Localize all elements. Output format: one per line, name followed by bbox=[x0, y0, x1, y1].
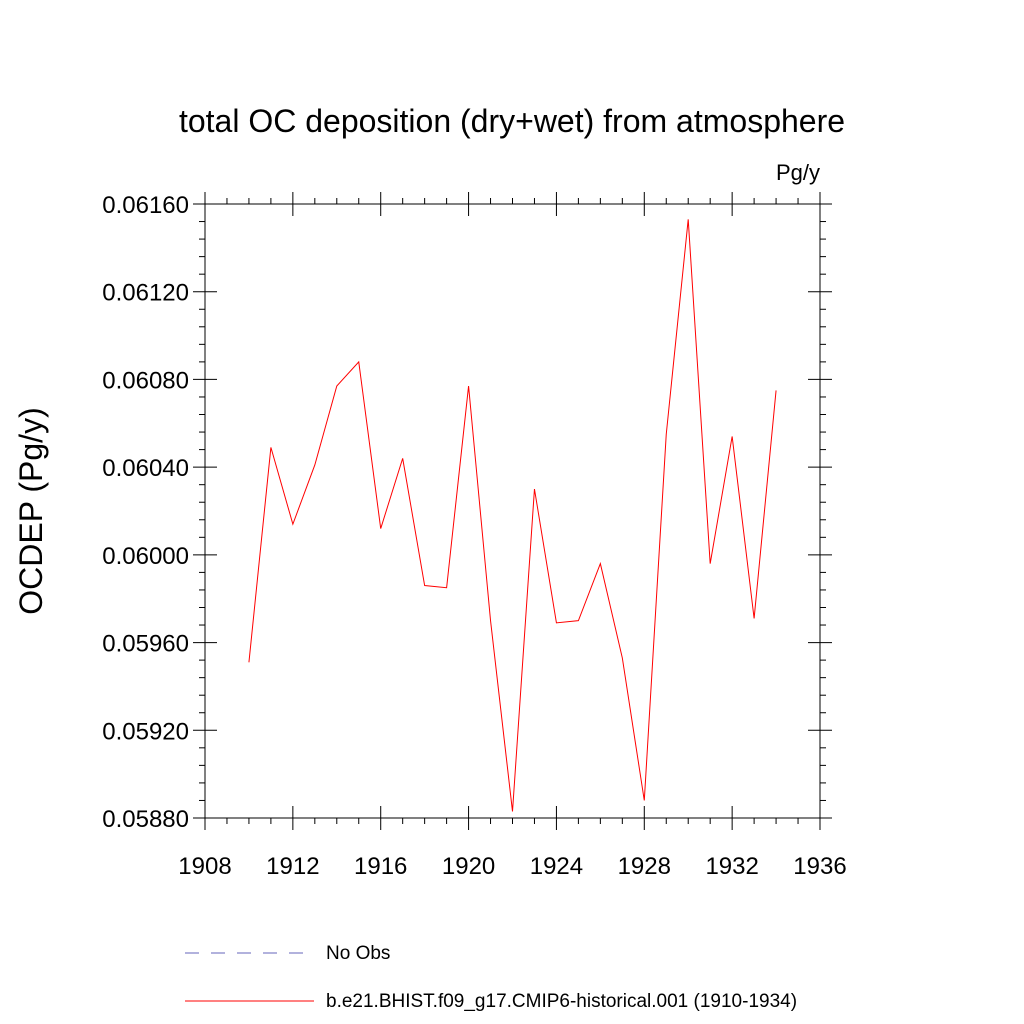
y-tick-label: 0.06080 bbox=[102, 367, 189, 394]
y-tick-label: 0.06040 bbox=[102, 455, 189, 482]
legend: No Obs b.e21.BHIST.f09_g17.CMIP6-histori… bbox=[185, 943, 797, 1012]
y-tick-label: 0.06160 bbox=[102, 192, 189, 219]
y-tick-label: 0.05880 bbox=[102, 806, 189, 833]
x-tick-label: 1908 bbox=[178, 853, 231, 880]
legend-label-no-obs: No Obs bbox=[326, 943, 390, 964]
axis-ticks: 1908 1912 1916 1920 1924 1928 1932 1936 0.05880 0… bbox=[102, 192, 847, 880]
legend-label-historical: b.e21.BHIST.f09_g17.CMIP6-historical.001… bbox=[326, 991, 797, 1012]
y-axis-label: OCDEP (Pg/y) bbox=[13, 407, 49, 614]
x-tick-label: 1924 bbox=[530, 853, 583, 880]
y-tick-label: 0.06000 bbox=[102, 543, 189, 570]
chart-title: total OC deposition (dry+wet) from atmos… bbox=[179, 103, 845, 139]
x-tick-label: 1936 bbox=[793, 853, 846, 880]
x-tick-label: 1920 bbox=[442, 853, 495, 880]
x-tick-label: 1912 bbox=[266, 853, 319, 880]
y-tick-label: 0.05920 bbox=[102, 718, 189, 745]
series-line-0 bbox=[248, 219, 777, 812]
x-tick-label: 1916 bbox=[354, 853, 407, 880]
series-lines bbox=[248, 219, 777, 812]
y-tick-label: 0.05960 bbox=[102, 631, 189, 658]
x-tick-label: 1932 bbox=[705, 853, 758, 880]
x-tick-label: 1928 bbox=[618, 853, 671, 880]
y-tick-label: 0.06120 bbox=[102, 280, 189, 307]
units-label: Pg/y bbox=[776, 160, 820, 185]
